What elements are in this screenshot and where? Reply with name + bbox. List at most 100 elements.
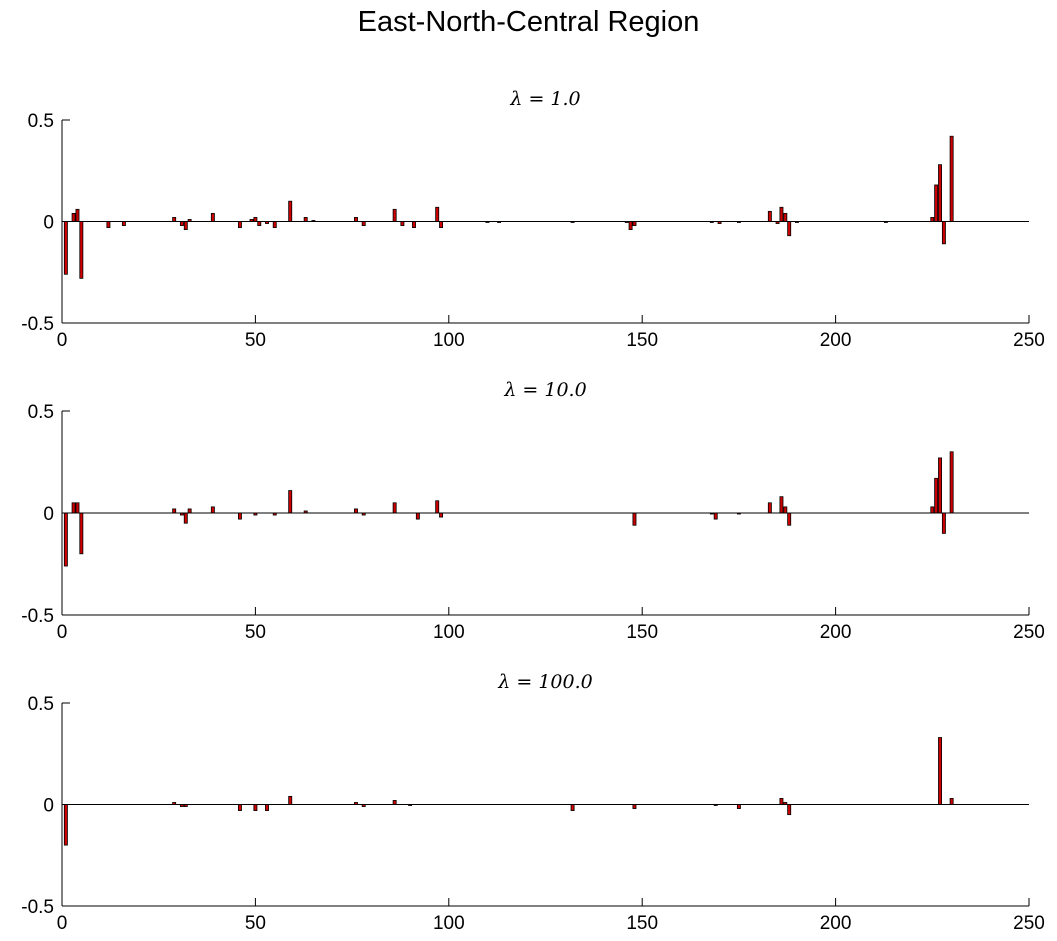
x-tick-label: 200: [820, 913, 852, 934]
bar: [779, 206, 784, 222]
bar: [106, 221, 111, 228]
x-tick-label: 100: [433, 913, 465, 934]
y-tick-label: 0.5: [28, 694, 54, 715]
x-tick-label: 100: [433, 330, 465, 351]
bar: [783, 212, 788, 222]
subplot-title: λ = 1.0: [509, 88, 580, 110]
x-tick-label: 250: [1013, 622, 1045, 643]
subplot-title: λ = 10.0: [503, 379, 586, 401]
bar: [767, 502, 772, 514]
bar: [632, 512, 637, 526]
x-tick-label: 250: [1013, 913, 1045, 934]
bar: [253, 217, 258, 222]
bar: [570, 804, 575, 811]
subplot-3: λ = 100.0-0.500.50 50 100 150 200 250: [21, 671, 1045, 934]
bar: [183, 221, 188, 231]
bar: [392, 502, 397, 514]
bar: [392, 800, 397, 805]
bar: [938, 457, 942, 514]
y-tick-label: -0.5: [21, 314, 54, 335]
y-tick-label: 0: [43, 796, 54, 817]
bar: [354, 217, 358, 222]
x-tick-label: 150: [626, 913, 658, 934]
bar: [934, 477, 939, 514]
bar: [172, 508, 177, 514]
bar: [779, 798, 784, 805]
x-tick-label: 0: [57, 622, 68, 643]
bar: [632, 804, 637, 809]
bar: [272, 221, 277, 228]
bar: [237, 512, 242, 520]
bar: [71, 212, 76, 222]
x-tick-label: 0: [57, 913, 68, 934]
bar: [71, 502, 76, 514]
bar: [237, 221, 242, 228]
x-tick-label: 50: [245, 330, 266, 351]
x-tick-label: 200: [820, 622, 852, 643]
figure-title: East-North-Central Region: [357, 6, 700, 38]
bar: [237, 804, 242, 811]
x-tick-label: 0: [57, 330, 68, 351]
bar: [934, 184, 939, 222]
bar: [941, 221, 946, 245]
subplot-title: λ = 100.0: [497, 671, 592, 693]
bar: [210, 212, 215, 222]
bar: [949, 451, 954, 514]
x-tick-label: 150: [626, 330, 658, 351]
bar: [210, 506, 215, 514]
bar: [787, 221, 792, 237]
bar: [415, 512, 420, 520]
bar: [253, 804, 258, 811]
x-tick-label: 200: [820, 330, 852, 351]
bar: [75, 208, 80, 222]
bar: [439, 221, 444, 228]
bar: [938, 164, 942, 222]
bar: [736, 804, 741, 809]
bar: [628, 221, 633, 231]
bar: [354, 508, 358, 514]
bar: [179, 221, 184, 226]
bar: [63, 221, 68, 275]
bar: [439, 512, 444, 518]
y-tick-label: -0.5: [21, 897, 54, 918]
bar: [265, 804, 269, 811]
x-tick-label: 100: [433, 622, 465, 643]
bar: [63, 512, 68, 567]
subplot-2: λ = 10.0-0.500.50 50 100 150 200 250: [21, 379, 1045, 643]
x-tick-label: 50: [245, 913, 266, 934]
bar: [257, 221, 262, 226]
bar: [400, 221, 405, 226]
bar: [783, 506, 788, 514]
bar: [412, 221, 416, 228]
bar: [361, 221, 366, 226]
x-tick-label: 50: [245, 622, 266, 643]
bar: [632, 221, 637, 226]
bar: [938, 737, 942, 805]
bar: [121, 221, 126, 226]
bar: [787, 804, 792, 816]
bar: [183, 512, 188, 524]
y-tick-label: 0: [43, 213, 54, 234]
bar: [288, 490, 293, 514]
bar: [941, 512, 946, 534]
bar: [303, 217, 308, 222]
x-tick-label: 150: [626, 622, 658, 643]
y-tick-label: 0: [43, 504, 54, 525]
y-tick-label: -0.5: [21, 606, 54, 627]
bar: [79, 512, 84, 555]
bar: [949, 135, 954, 222]
y-tick-label: 0.5: [28, 402, 54, 423]
bar: [930, 506, 935, 514]
bar: [435, 500, 440, 514]
bar: [435, 206, 440, 222]
bar: [172, 217, 177, 222]
bar: [949, 798, 954, 805]
subplot-1: λ = 1.0-0.500.50 50 100 150 200 250: [21, 88, 1045, 351]
bar: [930, 217, 935, 222]
bar: [187, 508, 192, 514]
y-tick-label: 0.5: [28, 111, 54, 132]
x-tick-label: 250: [1013, 330, 1045, 351]
bar: [288, 200, 293, 222]
bar: [779, 496, 784, 514]
